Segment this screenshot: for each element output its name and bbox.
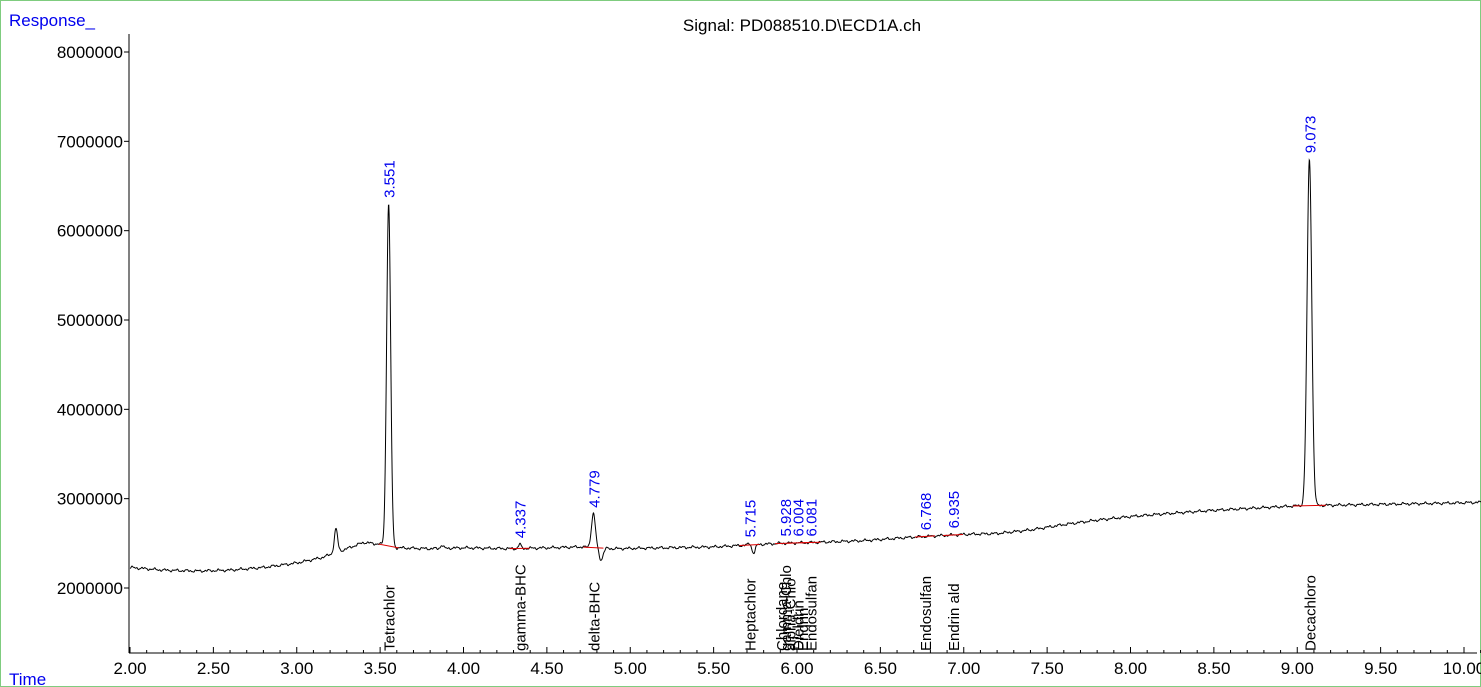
compound-name-label: delta-BHC <box>586 582 603 651</box>
retention-time-label: 6.935 <box>946 491 963 529</box>
baseline-marks <box>378 504 1327 550</box>
compound-name-label: gamma-Chlo <box>778 565 795 651</box>
retention-time-label: 5.928 <box>778 499 795 537</box>
integration-baseline-mark <box>739 543 760 547</box>
integration-baseline-mark <box>942 533 963 537</box>
x-axis-name: Time <box>9 670 46 687</box>
x-tick-label: 2.50 <box>197 659 230 678</box>
x-tick-label: 10.00 <box>1443 659 1481 678</box>
compound-name-label: Endosulfan <box>804 576 821 651</box>
retention-time-label: 6.004 <box>791 499 808 537</box>
compound-name-label: Dieldrin <box>791 600 808 651</box>
integration-baseline-mark <box>583 546 604 549</box>
retention-time-label: 5.715 <box>742 500 759 538</box>
compound-name-label: Endosulfan <box>918 576 935 651</box>
integration-baseline-mark <box>1292 504 1327 507</box>
x-tick-label: 4.00 <box>447 659 480 678</box>
retention-time-label: 4.779 <box>586 470 603 508</box>
compound-name-label: gamma-BHC <box>513 564 530 651</box>
integration-baseline-mark <box>800 541 821 544</box>
x-tick-label: 5.00 <box>614 659 647 678</box>
x-tick-label: 6.50 <box>864 659 897 678</box>
x-tick-label: 7.50 <box>1031 659 1064 678</box>
y-tick-label: 6000000 <box>57 222 123 241</box>
compound-name-label: Heptachlor <box>742 578 759 651</box>
compound-name-label: Tetrachlor <box>382 585 399 651</box>
x-tick-label: 7.00 <box>947 659 980 678</box>
x-tick-label: 6.00 <box>780 659 813 678</box>
integration-baseline-mark <box>915 535 936 538</box>
signal-title: Signal: PD088510.D\ECD1A.ch <box>683 16 921 35</box>
y-tick-label: 2000000 <box>57 579 123 598</box>
retention-time-label: 6.081 <box>804 499 821 537</box>
x-tick-label: 8.00 <box>1114 659 1147 678</box>
compound-name-labels: Tetrachlor gamma-BHC delta-BHC Heptachlor Ch… <box>382 564 1320 651</box>
x-tick-label: 9.00 <box>1281 659 1314 678</box>
y-tick-label: 3000000 <box>57 490 123 509</box>
compound-name-label: Decachloro <box>1302 575 1319 651</box>
x-tick-label: 3.50 <box>364 659 397 678</box>
compound-name-label: alpha-Chlo <box>782 578 799 651</box>
retention-time-label: 9.073 <box>1302 116 1319 154</box>
x-tick-label: 4.50 <box>530 659 563 678</box>
y-axis-ticks: 2000000 3000000 4000000 5000000 6000000 70000… <box>57 43 129 598</box>
y-tick-label: 7000000 <box>57 132 123 151</box>
x-tick-label: 5.50 <box>697 659 730 678</box>
y-tick-label: 8000000 <box>57 43 123 62</box>
compound-name-label: Chlordane <box>774 582 791 651</box>
compound-name-label: Endrin ald <box>946 583 963 651</box>
retention-time-label: 4.337 <box>513 501 530 539</box>
retention-time-label: 6.768 <box>918 493 935 531</box>
retention-time-label: 3.551 <box>382 160 399 198</box>
integration-baseline-mark <box>378 543 399 549</box>
y-tick-label: 4000000 <box>57 400 123 419</box>
x-axis-ticks: 2.00 2.50 3.00 3.50 4.00 4.50 5.00 5.50 6.00 6.50… <box>113 647 1481 678</box>
x-tick-label: 3.00 <box>280 659 313 678</box>
x-tick-label: 2.00 <box>113 659 146 678</box>
compound-name-label: Endrin <box>795 608 812 651</box>
x-tick-label: 8.50 <box>1197 659 1230 678</box>
y-tick-label: 5000000 <box>57 311 123 330</box>
x-tick-label: 9.50 <box>1364 659 1397 678</box>
y-axis-name: Response_ <box>9 11 96 30</box>
